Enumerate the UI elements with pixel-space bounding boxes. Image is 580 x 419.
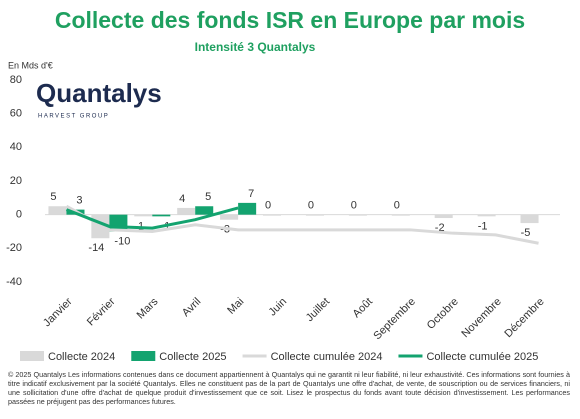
x-tick-label: Août (351, 296, 375, 320)
bar (305, 214, 324, 216)
footer: © 2025 Quantalys Les informations conten… (8, 370, 570, 406)
y-tick-label: -40 (6, 276, 22, 288)
legend-label: Collecte cumulée 2024 (271, 351, 383, 363)
bar (238, 202, 257, 215)
bar (391, 214, 410, 216)
y-tick-label: 40 (10, 141, 22, 153)
x-tick-label: Juillet (304, 296, 332, 324)
bar (177, 207, 196, 215)
value-label: 0 (265, 200, 271, 212)
logo-sub: HARVEST GROUP (38, 114, 109, 120)
x-tick-label: Décembre (502, 296, 546, 340)
x-tick-label: Mai (225, 296, 246, 317)
x-tick-label: Janvier (41, 295, 75, 329)
value-label: 7 (248, 188, 254, 200)
x-tick-label: Février (85, 295, 118, 328)
x-tick-label: Octobre (425, 296, 461, 332)
x-tick-label: Septembre (371, 296, 418, 343)
y-tick-label: -20 (6, 242, 22, 254)
legend-label: Collecte cumulée 2025 (426, 351, 538, 363)
chart: Collecte des fonds ISR en Europe par moi… (6, 7, 560, 363)
value-label: 0 (308, 200, 314, 212)
chart-title: Collecte des fonds ISR en Europe par moi… (55, 7, 525, 33)
line (65, 204, 539, 245)
x-tick-label: Juin (266, 296, 289, 319)
x-tick-label: Avril (180, 296, 203, 319)
bar (263, 214, 282, 216)
bar (48, 206, 67, 215)
bar (220, 214, 239, 220)
value-label: -1 (478, 220, 488, 232)
value-label: 5 (50, 191, 56, 203)
y-tick-label: 0 (16, 209, 22, 221)
bar (195, 206, 214, 215)
value-label: 0 (351, 200, 357, 212)
value-label: 3 (76, 195, 82, 207)
y-tick-label: 60 (10, 108, 22, 120)
bar (434, 214, 453, 219)
bar (134, 214, 153, 217)
bar (348, 214, 367, 216)
value-label: -5 (521, 227, 531, 239)
chart-subtitle: Intensité 3 Quantalys (195, 40, 316, 54)
logo: Quantalys (36, 78, 162, 108)
legend-swatch (131, 351, 156, 361)
legend-label: Collecte 2024 (48, 351, 115, 363)
y-tick-label: 20 (10, 175, 22, 187)
x-tick-label: Mars (135, 295, 161, 321)
value-label: -10 (114, 235, 130, 247)
bar (520, 214, 539, 224)
y-axis-label: En Mds d'€ (8, 60, 53, 70)
value-label: 5 (205, 191, 211, 203)
value-label: -2 (435, 222, 445, 234)
legend-label: Collecte 2025 (159, 351, 226, 363)
bar (477, 214, 496, 217)
value-label: -14 (88, 242, 104, 254)
line (65, 206, 239, 230)
legend-swatch (20, 351, 44, 361)
y-tick-label: 80 (10, 74, 22, 86)
value-label: 0 (394, 200, 400, 212)
x-tick-label: Novembre (459, 296, 503, 340)
value-label: 4 (179, 193, 185, 205)
bar (152, 214, 171, 217)
